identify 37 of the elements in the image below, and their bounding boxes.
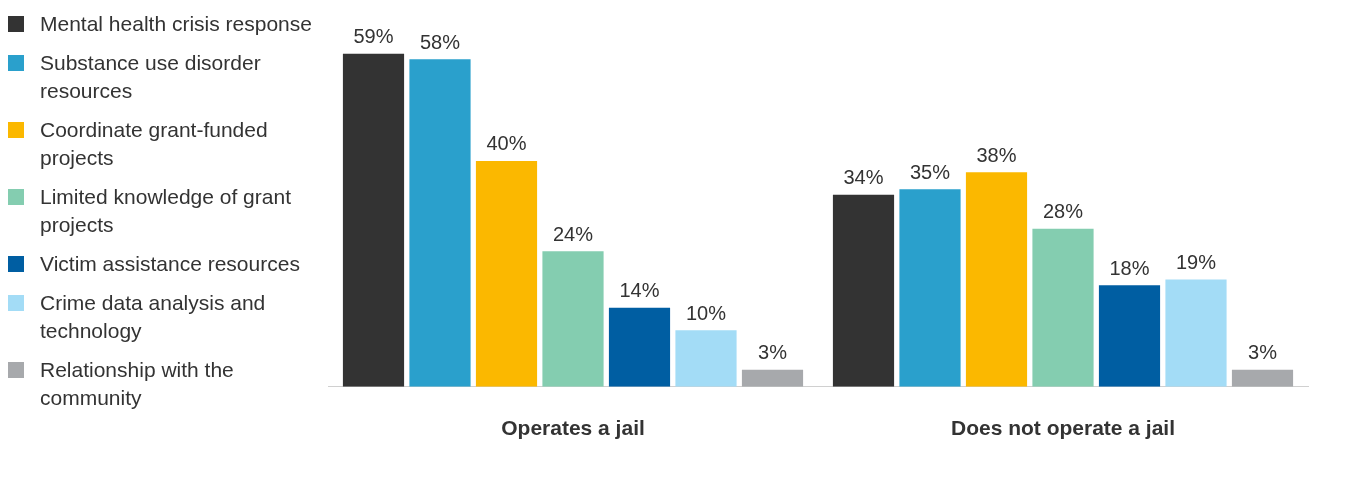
data-label: 59% xyxy=(353,25,394,48)
bar xyxy=(741,369,804,387)
bar xyxy=(409,59,471,387)
legend-label: Substance use disorder resources xyxy=(40,50,262,104)
bar xyxy=(1231,369,1294,387)
data-label: 3% xyxy=(758,341,788,364)
bar xyxy=(1032,228,1094,387)
x-tick-label: Operates a jail xyxy=(501,416,645,440)
data-label: 34% xyxy=(843,166,884,189)
legend-label: Mental health crisis response xyxy=(40,11,312,37)
data-label: 14% xyxy=(619,279,660,302)
legend-label: Victim assistance resources xyxy=(40,251,300,277)
data-label: 18% xyxy=(1109,256,1150,279)
bar xyxy=(1165,279,1227,387)
data-label: 19% xyxy=(1175,251,1217,274)
bar xyxy=(342,53,405,387)
legend-label: Limited knowledge of grant projects xyxy=(40,184,292,238)
bar xyxy=(542,251,604,387)
data-label: 58% xyxy=(419,30,461,53)
bar xyxy=(675,330,737,387)
bar xyxy=(1098,285,1161,387)
bar xyxy=(899,189,961,387)
bar xyxy=(832,194,895,387)
bar xyxy=(965,172,1028,387)
bar xyxy=(475,160,538,387)
data-label: 28% xyxy=(1042,200,1084,223)
data-label: 10% xyxy=(685,301,727,324)
legend-label: Crime data analysis and technology xyxy=(40,290,267,344)
x-tick-label: Does not operate a jail xyxy=(950,416,1176,440)
data-label: 24% xyxy=(552,222,594,245)
data-label: 40% xyxy=(486,132,527,155)
bar xyxy=(608,307,671,387)
legend-label: Relationship with the community xyxy=(40,357,235,411)
data-label: 38% xyxy=(976,143,1017,166)
data-label: 3% xyxy=(1248,341,1278,364)
legend-label: Coordinate grant-funded projects xyxy=(40,117,269,171)
data-label: 35% xyxy=(909,160,951,183)
